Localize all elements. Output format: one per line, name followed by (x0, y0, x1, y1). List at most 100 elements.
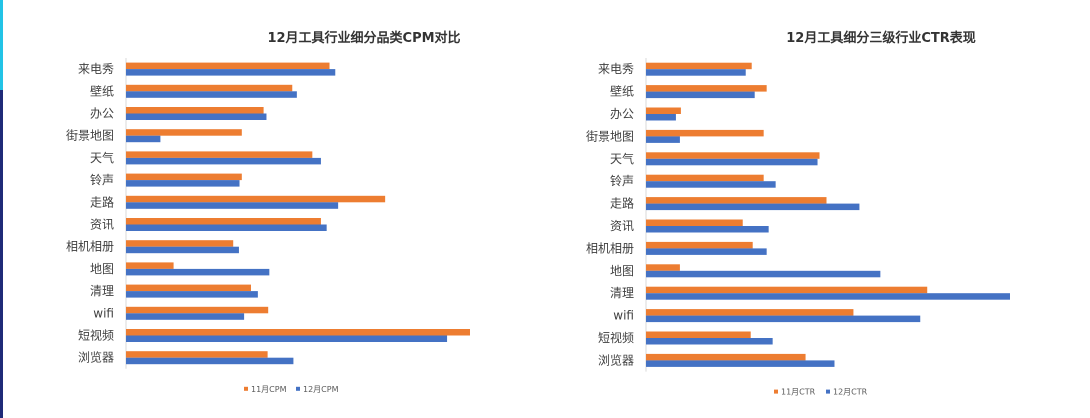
bar-dec (126, 91, 297, 98)
legend-label: 12月CTR (833, 388, 868, 397)
bar-nov (126, 218, 321, 225)
bar-nov (126, 84, 293, 92)
category-label: wifi (613, 309, 634, 323)
bar-nov (646, 264, 680, 271)
category-label: 天气 (610, 151, 634, 166)
category-label: 走路 (90, 194, 114, 209)
chart-title: 12月工具行业细分品类CPM对比 (267, 31, 461, 46)
bar-dec (126, 246, 239, 254)
category-label: 街景地图 (586, 129, 634, 143)
bar-dec (646, 158, 818, 166)
bar-dec (126, 69, 336, 76)
category-label: 壁纸 (610, 84, 634, 99)
bar-dec (126, 313, 245, 320)
bar-nov (126, 195, 386, 203)
category-label: 地图 (90, 262, 114, 276)
bar-dec (126, 335, 448, 342)
legend-swatch (296, 386, 300, 391)
ctr-chart: 12月工具细分三级行业CTR表现 来电秀壁纸办公街景地图天气铃声走路资讯相机相册… (560, 0, 1030, 418)
bar-dec (646, 270, 881, 278)
bar-nov (646, 286, 928, 294)
bar-nov (126, 262, 174, 269)
bar-nov (646, 62, 752, 70)
bar-dec (126, 113, 267, 120)
category-label: 短视频 (598, 330, 634, 345)
category-label: 短视频 (78, 328, 114, 343)
category-label: 清理 (90, 284, 114, 298)
category-label: 来电秀 (78, 62, 114, 76)
legend-swatch (774, 389, 778, 394)
category-label: 资讯 (610, 219, 634, 233)
category-label: 天气 (90, 150, 114, 165)
bar-dec (646, 226, 769, 233)
bar-dec (646, 360, 835, 367)
category-label: 铃声 (90, 172, 114, 187)
category-label: 地图 (610, 264, 634, 278)
chart-title: 12月工具细分三级行业CTR表现 (786, 31, 976, 46)
bar-nov (126, 240, 234, 247)
category-label: 办公 (610, 106, 634, 121)
bar-nov (126, 62, 330, 70)
bar-dec (646, 315, 921, 323)
bar-nov (646, 85, 767, 92)
category-label: 清理 (610, 286, 634, 300)
bar-nov (126, 151, 313, 158)
bar-dec (126, 135, 161, 143)
bar-nov (126, 107, 264, 114)
bar-dec (646, 114, 676, 121)
bar-dec (646, 69, 746, 76)
category-label: 浏览器 (78, 350, 114, 365)
legend-swatch (244, 386, 248, 391)
bar-dec (126, 268, 270, 276)
bar-nov (646, 331, 751, 338)
bar-dec (126, 357, 294, 365)
legend-label: 12月CPM (303, 385, 339, 394)
bar-nov (646, 174, 764, 182)
category-label: wifi (93, 306, 114, 320)
bar-nov (646, 197, 827, 204)
category-label: 相机相册 (66, 240, 114, 254)
legend-label: 11月CTR (781, 388, 816, 397)
bar-nov (646, 353, 806, 361)
left-edge-bar (0, 0, 3, 418)
bar-nov (126, 129, 242, 136)
bar-dec (646, 293, 1010, 300)
left-edge-accent (0, 0, 3, 90)
bar-nov (646, 107, 681, 114)
bar-nov (646, 241, 753, 249)
category-label: 壁纸 (90, 83, 114, 98)
bar-nov (646, 152, 820, 159)
bar-nov (126, 173, 242, 181)
bar-dec (126, 291, 258, 298)
category-label: 办公 (90, 106, 114, 121)
category-label: 铃声 (610, 173, 634, 188)
bar-dec (646, 181, 776, 188)
bar-nov (126, 351, 268, 358)
legend-label: 11月CPM (251, 385, 287, 394)
legend-swatch (826, 389, 830, 394)
bar-dec (126, 180, 240, 187)
bar-nov (126, 284, 251, 292)
bar-dec (126, 157, 321, 165)
cpm-chart: 12月工具行业细分品类CPM对比 来电秀壁纸办公街景地图天气铃声走路资讯相机相册… (30, 0, 500, 418)
bar-nov (646, 129, 764, 137)
bar-nov (126, 329, 470, 336)
bar-nov (646, 219, 743, 226)
category-label: 街景地图 (66, 129, 114, 143)
category-label: 浏览器 (598, 352, 634, 367)
category-label: 相机相册 (586, 241, 634, 255)
bar-dec (646, 136, 680, 143)
bar-nov (646, 309, 854, 316)
bar-dec (126, 224, 327, 231)
category-label: 来电秀 (598, 62, 634, 76)
category-label: 走路 (610, 196, 634, 211)
bar-dec (646, 248, 767, 255)
category-label: 资讯 (90, 218, 114, 232)
bar-nov (126, 306, 269, 314)
bar-dec (646, 203, 860, 211)
bar-dec (646, 338, 773, 345)
bar-dec (646, 91, 755, 99)
bar-dec (126, 202, 339, 209)
